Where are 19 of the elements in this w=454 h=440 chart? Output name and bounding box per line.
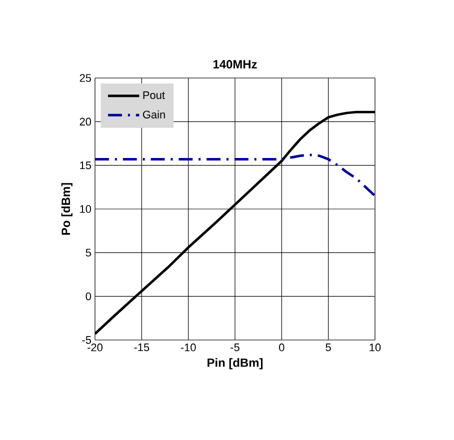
y-tick-label: 10: [80, 205, 92, 213]
x-tick-label: -15: [134, 344, 150, 352]
y-tick-label: -5: [82, 336, 92, 344]
y-tick-label: 0: [86, 292, 92, 300]
legend-label: Pout: [143, 91, 165, 100]
x-tick-label: 10: [370, 344, 381, 352]
y-tick-label: 20: [80, 118, 92, 126]
chart-title: 140MHz: [213, 60, 257, 68]
x-tick-label: -20: [88, 344, 102, 352]
x-tick-label: -10: [180, 344, 196, 352]
y-tick-label: 5: [86, 248, 92, 256]
x-tick-label: 5: [326, 344, 331, 352]
y-tick-label: 15: [80, 162, 92, 170]
x-tick-label: 0: [279, 344, 284, 352]
y-axis-title: Po [dBm]: [61, 183, 72, 235]
x-axis-title: Pin [dBm]: [208, 358, 263, 370]
x-tick-label: -5: [230, 344, 240, 352]
legend-label: Gain: [142, 110, 165, 118]
y-tick-label: 25: [80, 74, 92, 82]
